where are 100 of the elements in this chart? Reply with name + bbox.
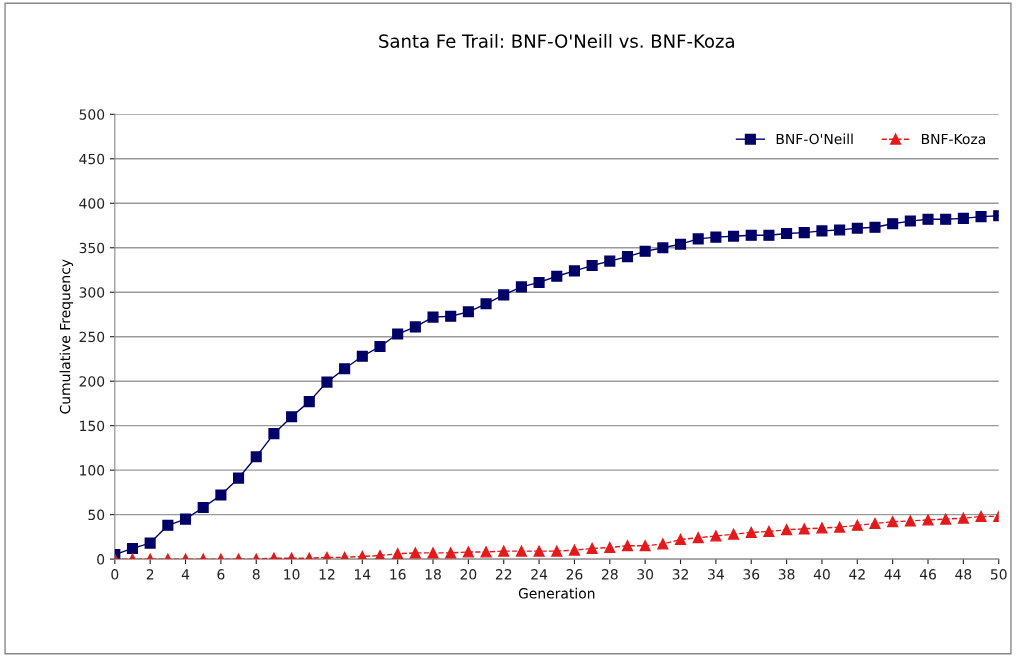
point [409, 547, 421, 559]
point [480, 546, 492, 558]
y-tick-label: 100 [80, 465, 105, 476]
x-tick-label: 18 [425, 569, 441, 580]
point [657, 538, 669, 550]
x-tick-label: 20 [460, 569, 477, 580]
y-tick-label: 200 [79, 376, 105, 387]
y-tick-label: 0 [97, 554, 105, 565]
y-tick-label: 300 [79, 287, 105, 298]
x-tick-label: 36 [743, 569, 760, 580]
x-tick-label: 48 [955, 569, 972, 580]
y-axis-title: Cumulative Frequency [59, 259, 74, 414]
point [763, 525, 775, 538]
point [551, 270, 563, 282]
x-tick-label: 34 [708, 569, 724, 580]
x-tick-label: 24 [531, 569, 548, 580]
point [339, 363, 351, 375]
chart-title: Santa Fe Trail: BNF-O'Neill vs. BNF-Koza [379, 33, 734, 48]
point [692, 233, 704, 245]
point [940, 513, 952, 525]
x-tick-label: 2 [146, 569, 154, 580]
point [851, 222, 863, 234]
point [904, 515, 916, 527]
point [781, 524, 793, 536]
y-tick-label: 350 [79, 242, 105, 254]
point [303, 396, 315, 408]
y-tick-label: 400 [79, 198, 105, 209]
point [781, 227, 793, 240]
point [197, 501, 209, 514]
point [462, 306, 474, 318]
x-tick-label: 8 [252, 569, 260, 580]
point [674, 533, 687, 546]
point [515, 281, 527, 293]
point [869, 221, 881, 233]
point [727, 528, 740, 540]
x-tick-label: 42 [849, 569, 865, 580]
x-tick-label: 30 [637, 569, 654, 580]
point [480, 298, 492, 310]
point [922, 213, 934, 225]
point [392, 548, 404, 560]
x-tick-label: 26 [566, 569, 583, 580]
x-tick-label: 6 [217, 569, 225, 580]
point [498, 289, 510, 301]
point [250, 451, 262, 463]
point [445, 547, 457, 559]
point [957, 212, 969, 224]
point [710, 530, 722, 542]
point [922, 514, 934, 526]
point [657, 242, 669, 254]
point [621, 540, 634, 552]
point [533, 276, 545, 289]
x-tick-label: 4 [181, 569, 190, 580]
y-tick-label: 50 [88, 509, 105, 521]
point [674, 238, 687, 250]
x-tick-label: 14 [354, 569, 371, 580]
point [568, 265, 581, 277]
point [851, 519, 863, 531]
point [604, 541, 616, 554]
point [887, 218, 899, 230]
point [816, 522, 828, 534]
x-tick-label: 12 [319, 569, 335, 580]
point [215, 489, 227, 501]
x-axis-title: Generation [518, 587, 595, 599]
point [162, 519, 174, 531]
point [834, 224, 846, 236]
point [321, 376, 333, 388]
point [692, 532, 704, 544]
point [144, 537, 156, 549]
x-tick-label: 32 [672, 569, 688, 580]
point [374, 340, 386, 353]
point [727, 230, 740, 242]
point [639, 245, 651, 257]
x-tick-label: 44 [884, 569, 901, 580]
point [745, 229, 757, 241]
point [940, 213, 952, 225]
point [551, 545, 563, 557]
legend-label: BNF-Koza [921, 133, 985, 145]
point [356, 350, 368, 362]
x-tick-label: 38 [778, 569, 795, 580]
point [533, 545, 545, 557]
point [233, 472, 245, 484]
point [427, 547, 439, 559]
y-tick-label: 450 [79, 153, 105, 165]
point [498, 545, 510, 557]
point [427, 311, 439, 323]
x-tick-label: 22 [495, 569, 512, 580]
point [639, 540, 651, 552]
point [268, 428, 280, 440]
point [604, 255, 616, 267]
x-tick-label: 10 [284, 569, 300, 580]
point [975, 510, 987, 522]
x-tick-label: 28 [601, 569, 618, 580]
point [462, 546, 474, 558]
point [710, 231, 722, 243]
x-tick-label: 50 [990, 569, 1007, 580]
point [445, 310, 457, 322]
point [586, 542, 598, 554]
point [286, 411, 298, 423]
point [834, 521, 846, 533]
point [179, 513, 192, 525]
